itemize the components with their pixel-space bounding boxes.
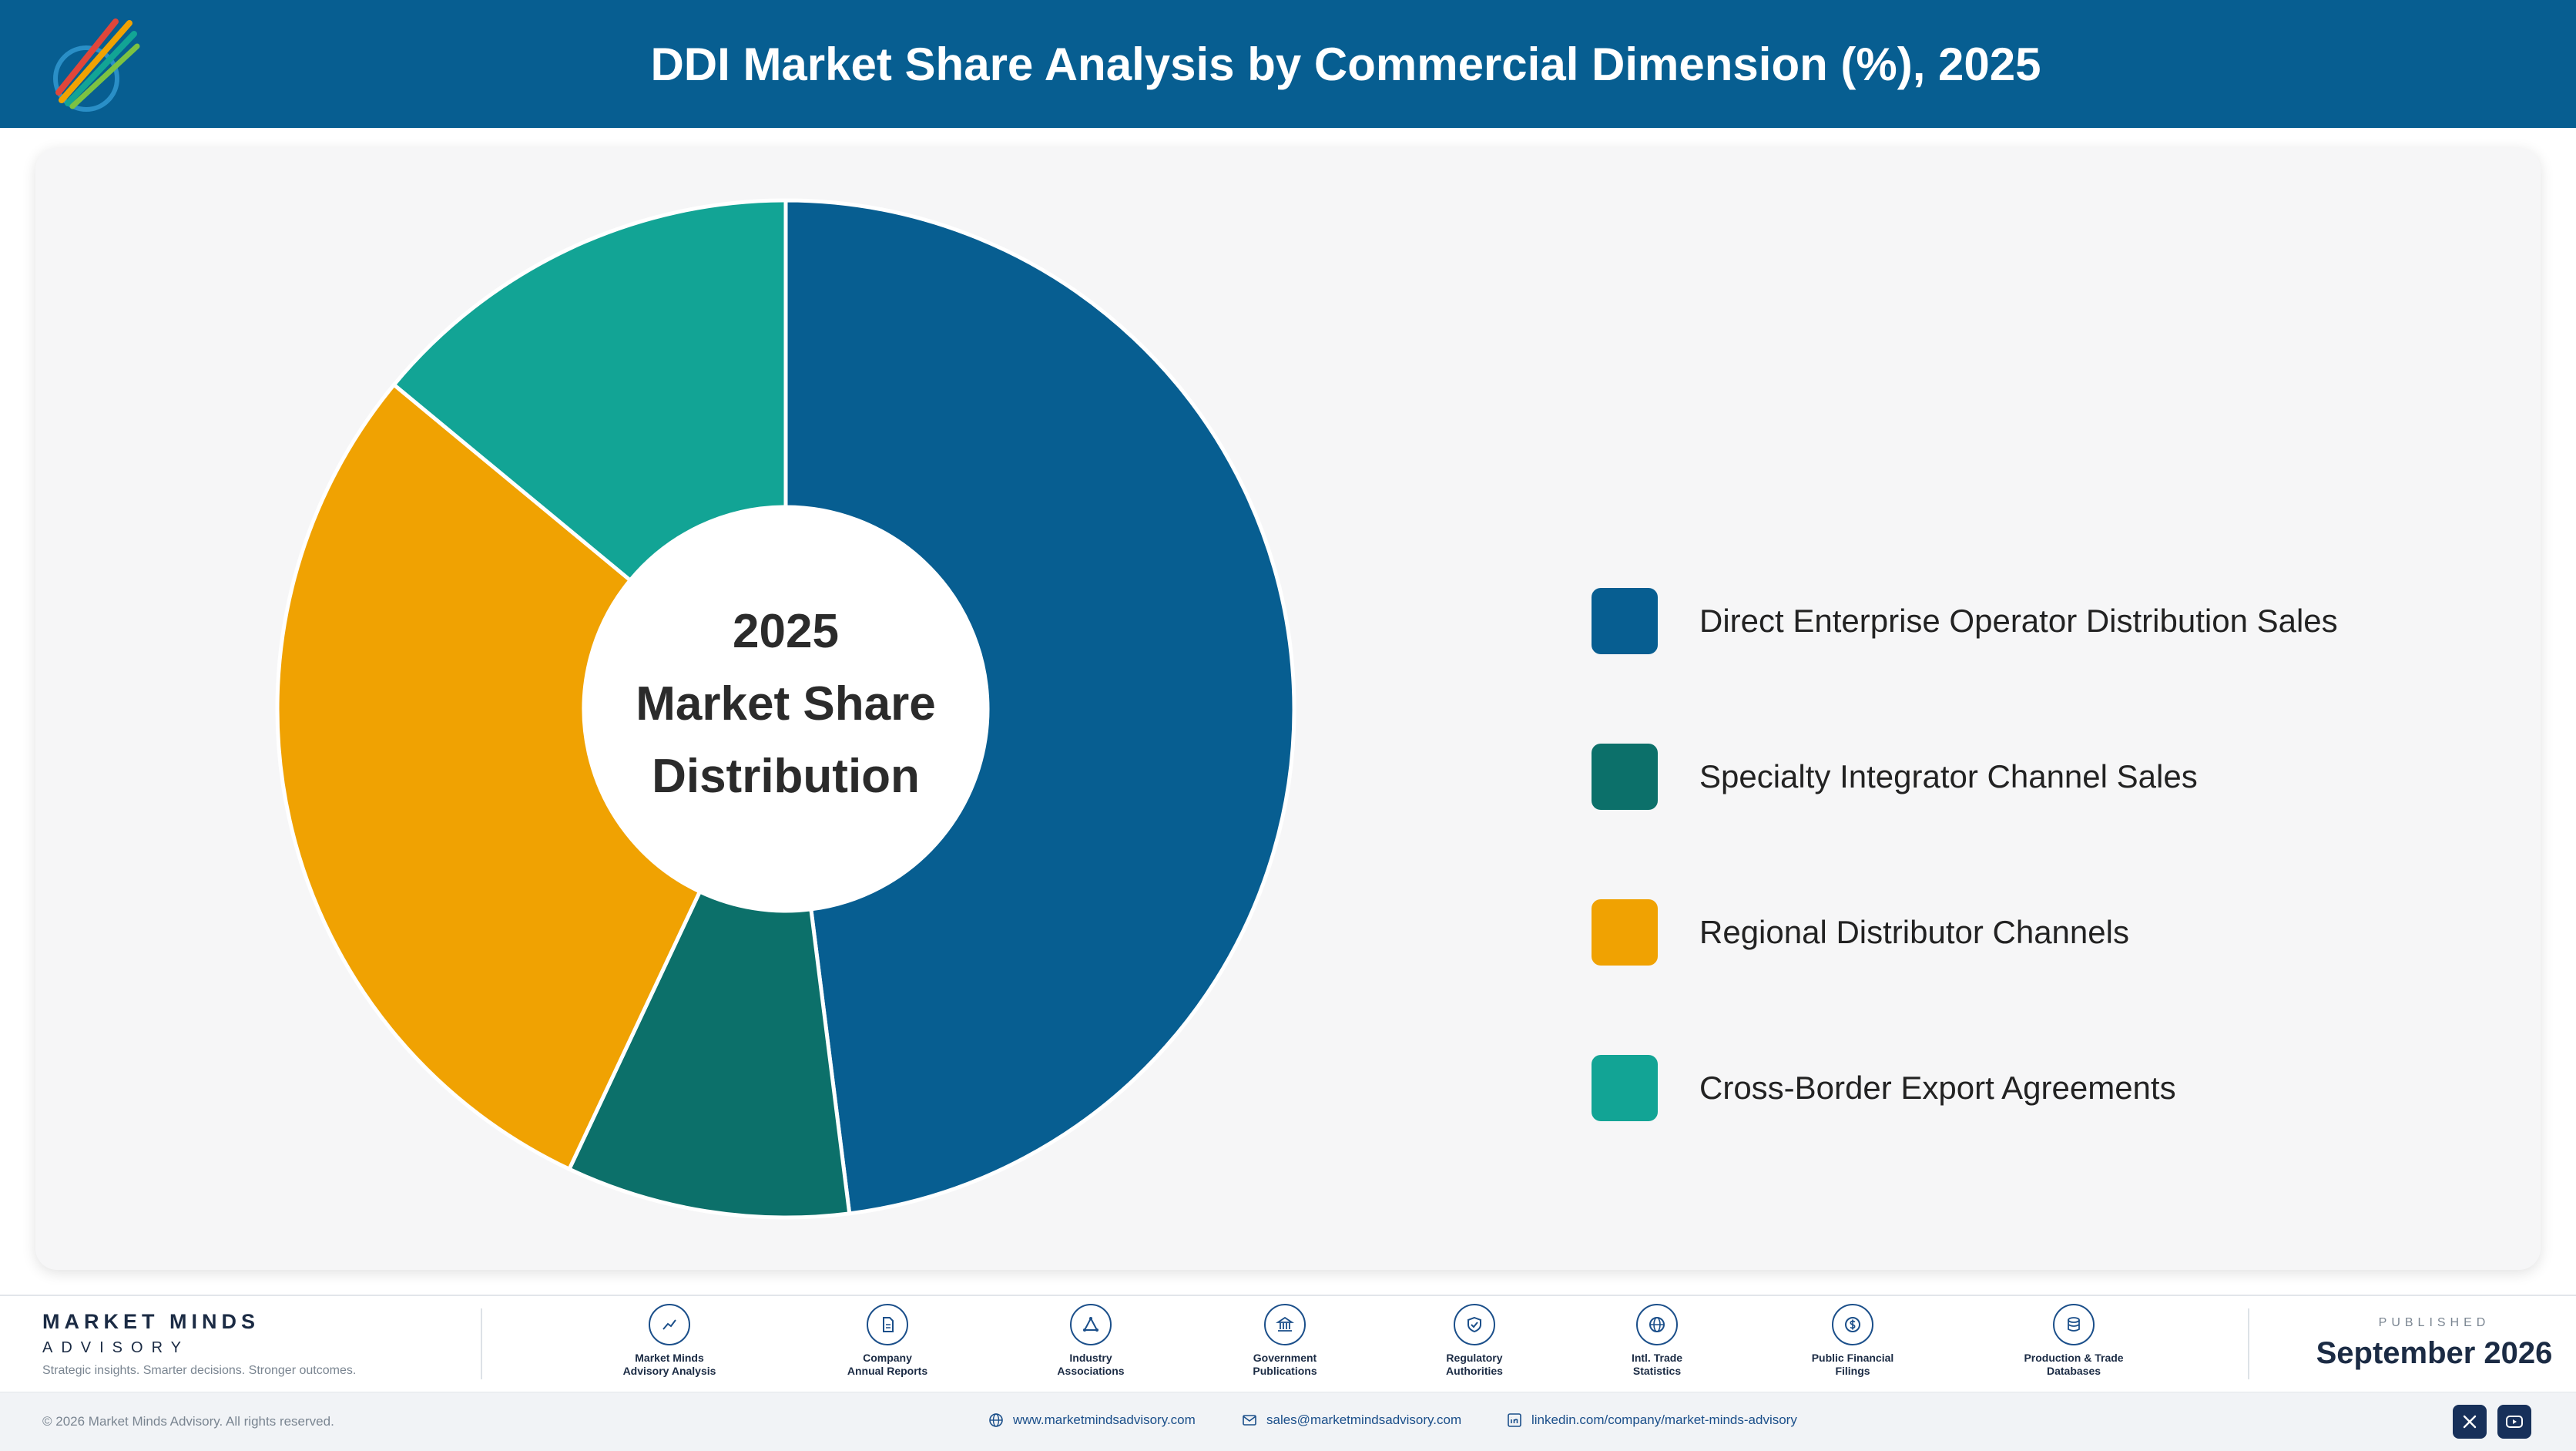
source-item: Regulatory Authorities <box>1390 1304 1559 1378</box>
legend-label: Cross-Border Export Agreements <box>1699 1070 2176 1106</box>
email-link[interactable]: sales@marketmindsadvisory.com <box>1242 1412 1461 1428</box>
source-item: Government Publications <box>1200 1304 1370 1378</box>
center-label-line-3: Distribution <box>652 750 920 803</box>
company-logo <box>53 18 140 112</box>
source-label: Intl. Trade Statistics <box>1631 1352 1683 1377</box>
youtube-social-button[interactable] <box>2497 1405 2531 1439</box>
linkedin-link[interactable]: linkedin.com/company/market-minds-adviso… <box>1507 1412 1797 1428</box>
source-label: Regulatory Authorities <box>1446 1352 1503 1377</box>
x-icon <box>2463 1415 2477 1429</box>
divider <box>2248 1308 2249 1379</box>
database-icon <box>2053 1304 2095 1345</box>
brand-tagline: Strategic insights. Smarter decisions. S… <box>42 1364 357 1377</box>
center-label-line-1: 2025 <box>733 605 839 658</box>
published-label: PUBLISHED <box>2378 1316 2490 1329</box>
legend-swatch <box>1592 744 1658 810</box>
legend-label: Regional Distributor Channels <box>1699 914 2129 950</box>
source-label: Public Financial Filings <box>1811 1352 1894 1377</box>
legend-swatch <box>1592 1055 1658 1121</box>
website-text: www.marketmindsadvisory.com <box>1013 1412 1196 1427</box>
legend-item: Regional Distributor Channels <box>1592 898 2129 966</box>
website-link[interactable]: www.marketmindsadvisory.com <box>988 1412 1196 1428</box>
youtube-icon <box>2506 1416 2523 1428</box>
source-label: Company Annual Reports <box>847 1352 928 1377</box>
linkedin-text: linkedin.com/company/market-minds-adviso… <box>1531 1412 1797 1427</box>
source-item: Intl. Trade Statistics <box>1572 1304 1742 1378</box>
legend-item: Specialty Integrator Channel Sales <box>1592 743 2198 811</box>
source-item: Market Minds Advisory Analysis <box>585 1304 754 1378</box>
legend-item: Direct Enterprise Operator Distribution … <box>1592 587 2338 655</box>
footer-sources-bar: MARKET MINDS ADVISORY Strategic insights… <box>0 1295 2576 1392</box>
linkedin-icon <box>1508 1413 1521 1427</box>
footer-contact-bar: © 2026 Market Minds Advisory. All rights… <box>0 1392 2576 1451</box>
shield-check-icon <box>1454 1304 1495 1345</box>
published-date: September 2026 <box>2316 1336 2553 1370</box>
copyright-text: © 2026 Market Minds Advisory. All rights… <box>42 1414 334 1429</box>
brand-name: MARKET MINDS <box>42 1310 260 1333</box>
source-label: Government Publications <box>1253 1352 1317 1377</box>
trend-line-icon <box>649 1304 690 1345</box>
donut-hole <box>584 507 988 911</box>
source-item: Production & Trade Databases <box>1989 1304 2158 1378</box>
document-icon <box>867 1304 908 1345</box>
source-item: Industry Associations <box>1006 1304 1176 1378</box>
source-label: Market Minds Advisory Analysis <box>622 1352 716 1377</box>
globe-icon <box>989 1413 1003 1427</box>
legend-item: Cross-Border Export Agreements <box>1592 1054 2176 1122</box>
center-label-line-2: Market Share <box>636 677 935 731</box>
x-social-button[interactable] <box>2453 1405 2487 1439</box>
globe-icon <box>1636 1304 1678 1345</box>
source-item: Public Financial Filings <box>1768 1304 1937 1378</box>
source-item: Company Annual Reports <box>803 1304 972 1378</box>
legend-swatch <box>1592 588 1658 654</box>
government-building-icon <box>1264 1304 1306 1345</box>
network-icon <box>1070 1304 1112 1345</box>
email-text: sales@marketmindsadvisory.com <box>1266 1412 1462 1427</box>
divider <box>481 1308 482 1379</box>
dollar-coin-icon <box>1832 1304 1873 1345</box>
chart-title: DDI Market Share Analysis by Commercial … <box>650 38 2041 90</box>
donut-chart: 2025 Market Share Distribution <box>275 198 1296 1220</box>
chart-card: 2025 Market Share Distribution Direct Ente… <box>35 148 2541 1270</box>
legend-label: Direct Enterprise Operator Distribution … <box>1699 603 2338 639</box>
legend-swatch <box>1592 899 1658 966</box>
brand-subtitle: ADVISORY <box>42 1339 190 1356</box>
source-label: Production & Trade Databases <box>2024 1352 2124 1377</box>
source-label: Industry Associations <box>1057 1352 1125 1377</box>
legend-label: Specialty Integrator Channel Sales <box>1699 758 2198 794</box>
mail-icon <box>1243 1415 1256 1426</box>
header-bar: DDI Market Share Analysis by Commercial … <box>0 0 2576 128</box>
